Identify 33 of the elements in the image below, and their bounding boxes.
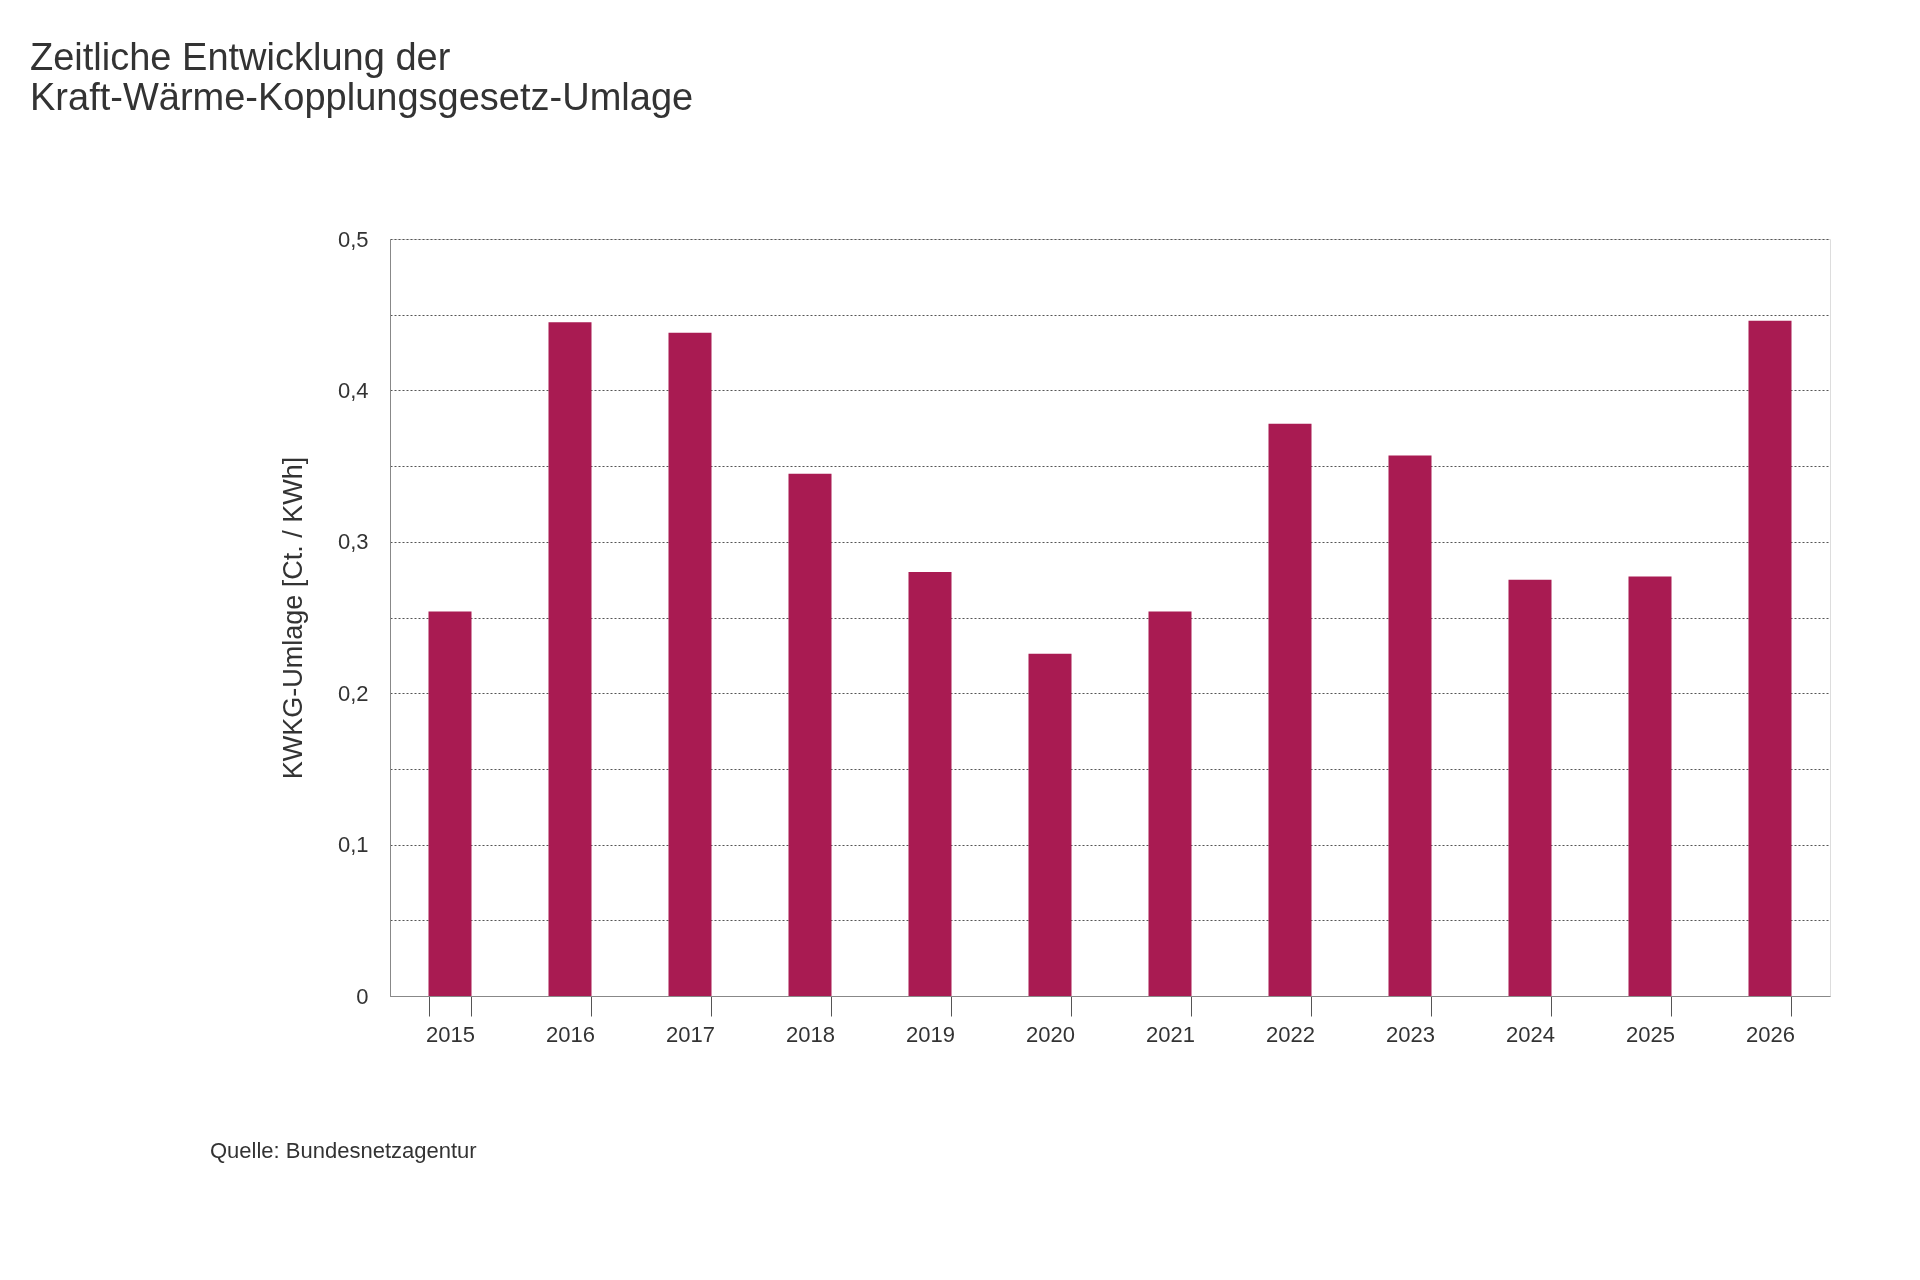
- x-tick-label: 2020: [1026, 1021, 1075, 1047]
- source-note: Quelle: Bundesnetzagentur: [210, 1138, 477, 1163]
- x-tick-label: 2019: [906, 1021, 955, 1047]
- x-tick-label: 2017: [666, 1021, 715, 1047]
- bar: [548, 322, 592, 996]
- bar: [668, 332, 712, 996]
- x-tick-label: 2021: [1146, 1021, 1195, 1047]
- y-tick-label: 0,4: [337, 377, 369, 403]
- bar: [1268, 423, 1312, 996]
- bar: [908, 572, 952, 996]
- bar: [1388, 455, 1432, 996]
- bar: [1028, 653, 1072, 996]
- y-axis-title: KWKG-Umlage [Ct. / KWh]: [277, 456, 308, 780]
- x-tick-label: 2024: [1506, 1021, 1555, 1047]
- x-tick-label: 2018: [786, 1021, 835, 1047]
- bar: [1628, 576, 1672, 996]
- bar: [428, 611, 472, 996]
- y-tick-label: 0: [356, 983, 369, 1009]
- chart-title: Zeitliche Entwicklung der Kraft-Wärme-Kopplungsgesetz-Umlage: [30, 36, 694, 118]
- x-tick-label: 2022: [1266, 1021, 1315, 1047]
- y-tick-label: 0,1: [337, 832, 369, 858]
- y-tick-label: 0,2: [337, 680, 369, 706]
- x-tick-label: 2015: [426, 1021, 475, 1047]
- bar: [1508, 579, 1552, 996]
- x-tick-label: 2023: [1386, 1021, 1435, 1047]
- x-tick-label: 2016: [546, 1021, 595, 1047]
- x-tick-label: 2026: [1746, 1021, 1795, 1047]
- x-tick-label: 2025: [1626, 1021, 1675, 1047]
- bar: [788, 473, 832, 996]
- y-tick-label: 0,5: [337, 226, 369, 252]
- y-tick-label: 0,3: [337, 529, 369, 555]
- bar: [1148, 611, 1192, 996]
- bar: [1748, 320, 1792, 996]
